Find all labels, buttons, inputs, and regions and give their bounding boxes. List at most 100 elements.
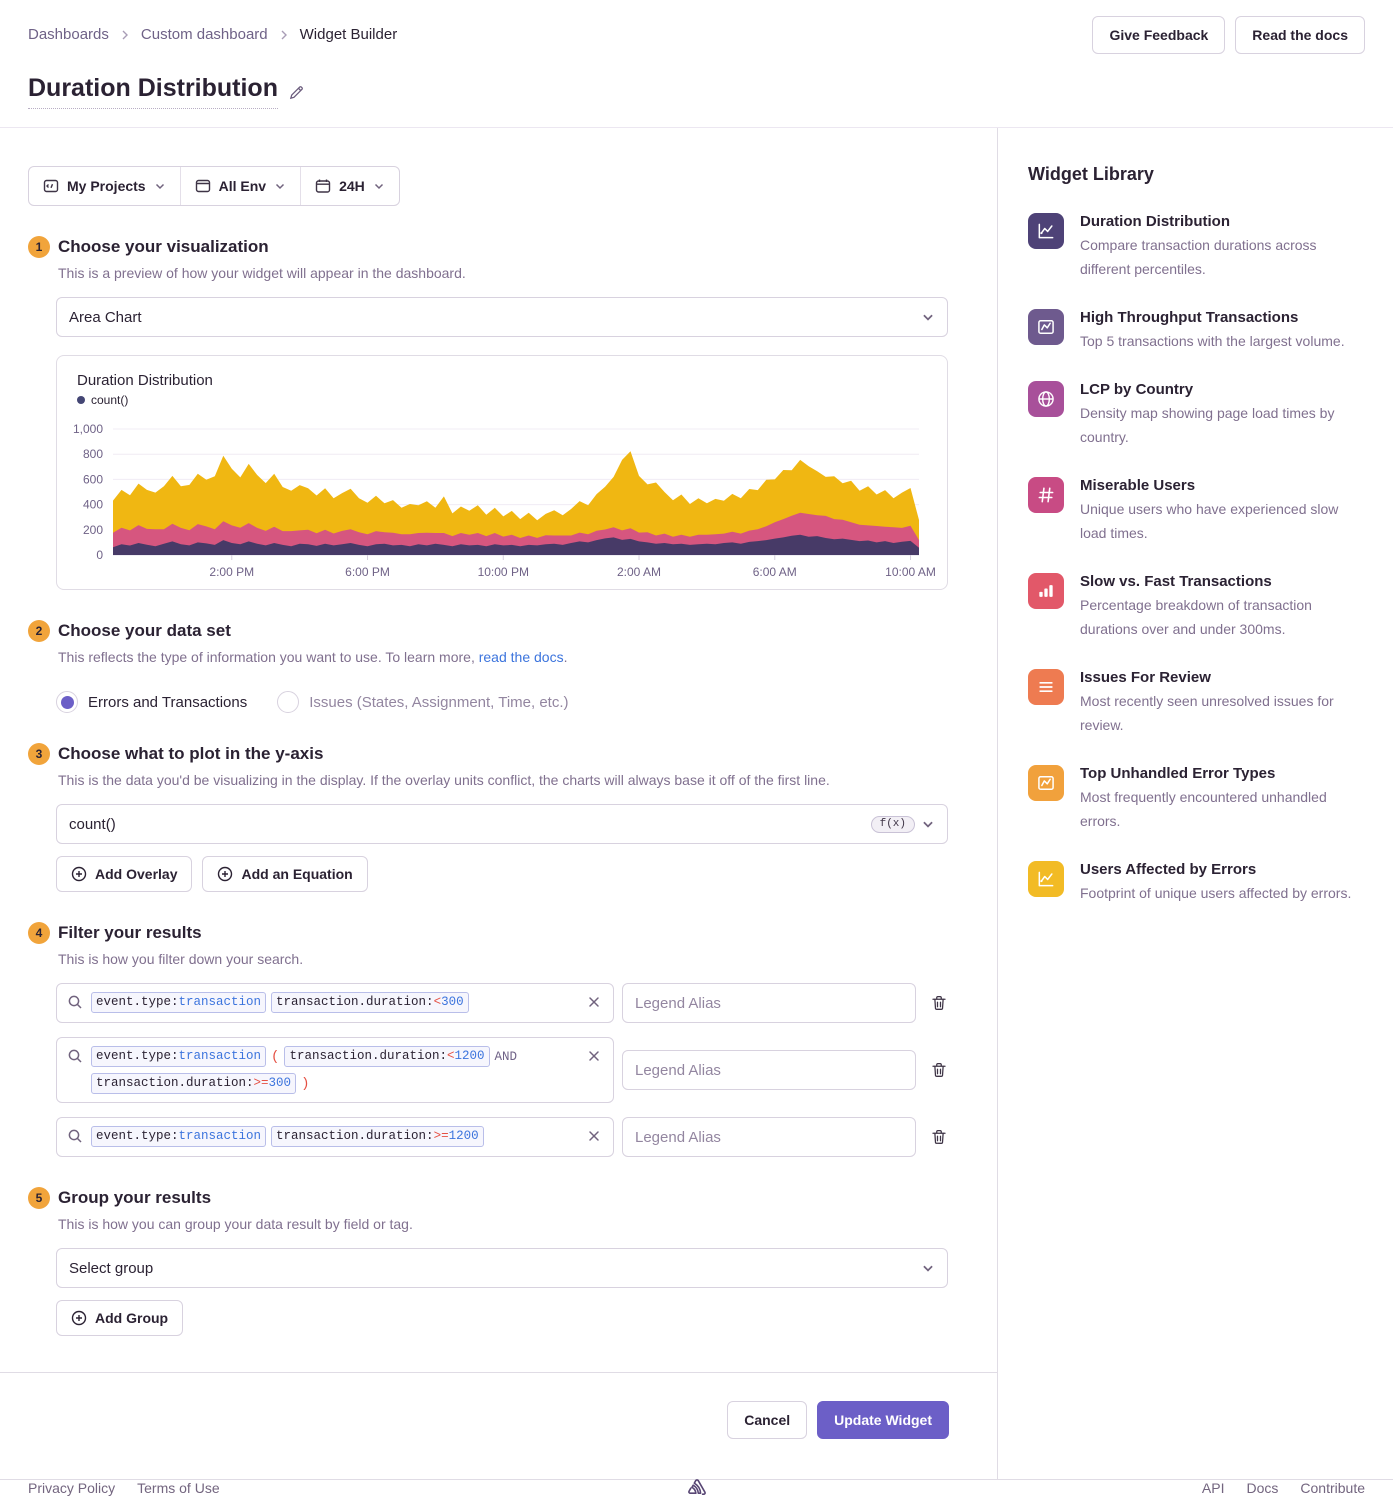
delete-filter-button[interactable] (930, 994, 948, 1012)
widget-library-item-description: Most frequently encountered unhandled er… (1080, 789, 1327, 829)
globe-icon (1028, 381, 1064, 417)
read-the-docs-link[interactable]: read the docs (478, 649, 564, 665)
filter-tokens: event.type: transaction transaction.durati… (91, 992, 577, 1013)
delete-filter-button[interactable] (930, 1128, 948, 1146)
svg-text:1,000: 1,000 (73, 422, 103, 436)
widget-library-item-description: Unique users who have experienced slow l… (1080, 501, 1339, 541)
read-the-docs-button[interactable]: Read the docs (1235, 16, 1365, 54)
chart-boxed-icon (1028, 309, 1064, 345)
widget-library-item-title: Users Affected by Errors (1080, 861, 1257, 878)
widget-library-item-title: LCP by Country (1080, 381, 1194, 398)
legend-alias-input[interactable] (622, 1050, 916, 1090)
widget-library-item[interactable]: Issues For Review Most recently seen unre… (1028, 669, 1365, 737)
step-4-badge: 4 (28, 922, 50, 944)
svg-text:400: 400 (83, 498, 103, 512)
filter-search-input[interactable]: event.type: transaction(transaction.durat… (56, 1037, 614, 1103)
widget-library-list: Duration Distribution Compare transaction… (1028, 213, 1365, 905)
group-select[interactable]: Select group (56, 1248, 948, 1288)
give-feedback-button[interactable]: Give Feedback (1092, 16, 1226, 54)
cancel-button[interactable]: Cancel (727, 1401, 808, 1439)
filter-search-input[interactable]: event.type: transaction transaction.durati… (56, 983, 614, 1023)
visualization-select[interactable]: Area Chart (56, 297, 948, 337)
dataset-radio-group: Errors and Transactions Issues (States, … (56, 691, 997, 713)
widget-preview-panel: Duration Distribution count() 0 200 400 600… (56, 355, 948, 590)
step-group: 5 Group your results This is how you can… (28, 1187, 997, 1336)
add-group-button[interactable]: Add Group (56, 1300, 184, 1336)
chevron-down-icon (373, 180, 385, 192)
legend-alias-input[interactable] (622, 1117, 916, 1157)
group-select-placeholder: Select group (69, 1259, 154, 1277)
paren-token: ) (301, 1075, 310, 1092)
breadcrumb-custom-dashboard[interactable]: Custom dashboard (140, 26, 268, 43)
breadcrumb-dashboards[interactable]: Dashboards (28, 26, 109, 43)
filter-token[interactable]: event.type: transaction (91, 1046, 267, 1067)
step-1-description: This is a preview of how your widget wil… (58, 265, 466, 281)
area-chart[interactable]: 0 200 400 600 800 1,000 2:00 PM 6:00 PM 10:00 PM… (57, 421, 947, 581)
chevron-down-icon (154, 180, 166, 192)
projects-filter[interactable]: My Projects (29, 167, 180, 205)
contribute-link[interactable]: Contribute (1300, 1480, 1365, 1496)
function-pill: f(x) (870, 815, 915, 833)
svg-text:2:00 PM: 2:00 PM (209, 565, 254, 579)
widget-library-item[interactable]: High Throughput Transactions Top 5 transa… (1028, 309, 1365, 353)
widget-library: Widget Library Duration Distribution Comp… (997, 128, 1393, 1479)
chevron-right-icon (119, 29, 131, 41)
widget-library-item[interactable]: Miserable Users Unique users who have exp… (1028, 477, 1365, 545)
docs-link[interactable]: Docs (1246, 1480, 1279, 1496)
step-3-description: This is the data you'd be visualizing in… (58, 772, 830, 788)
api-link[interactable]: API (1201, 1480, 1225, 1496)
widget-library-item[interactable]: Slow vs. Fast Transactions Percentage bre… (1028, 573, 1365, 641)
widget-library-item[interactable]: LCP by Country Density map showing page l… (1028, 381, 1365, 449)
svg-text:10:00 AM: 10:00 AM (885, 565, 936, 579)
widget-library-item[interactable]: Top Unhandled Error Types Most frequently… (1028, 765, 1365, 833)
widget-library-title: Widget Library (1028, 164, 1154, 184)
filter-token[interactable]: transaction.duration: >= 300 (91, 1073, 297, 1094)
add-equation-button[interactable]: Add an Equation (202, 856, 368, 892)
yaxis-field-select[interactable]: count() f(x) (56, 804, 948, 844)
clear-filter-icon[interactable] (585, 1127, 603, 1145)
page-filter-bar: My Projects All Env (28, 166, 400, 206)
chevron-down-icon (921, 310, 935, 324)
privacy-policy-link[interactable]: Privacy Policy (28, 1480, 116, 1496)
filter-search-input[interactable]: event.type: transaction transaction.durati… (56, 1117, 614, 1157)
environment-filter[interactable]: All Env (179, 167, 300, 205)
add-overlay-button[interactable]: Add Overlay (56, 856, 193, 892)
chevron-down-icon (921, 817, 935, 831)
step-1-title: Choose your visualization (58, 237, 269, 256)
search-icon (67, 1048, 83, 1064)
clear-filter-icon[interactable] (585, 1047, 603, 1065)
svg-text:200: 200 (83, 523, 103, 537)
step-1-badge: 1 (28, 236, 50, 258)
chart-legend[interactable]: count() (57, 389, 947, 407)
radio-errors-and-transactions[interactable]: Errors and Transactions (56, 691, 247, 713)
filter-row: event.type: transaction transaction.durati… (56, 1117, 948, 1157)
widget-library-item-description: Compare transaction durations across dif… (1080, 237, 1317, 277)
filter-tokens: event.type: transaction(transaction.durat… (91, 1046, 577, 1094)
radio-issues[interactable]: Issues (States, Assignment, Time, etc.) (277, 691, 569, 713)
environment-filter-label: All Env (218, 178, 267, 194)
yaxis-field-value: count() (69, 815, 116, 833)
widget-library-item[interactable]: Duration Distribution Compare transaction… (1028, 213, 1365, 281)
sentry-logo-icon[interactable] (685, 1476, 709, 1500)
step-5-description: This is how you can group your data resu… (58, 1216, 413, 1232)
time-range-filter[interactable]: 24H (300, 167, 399, 205)
terms-of-use-link[interactable]: Terms of Use (137, 1480, 220, 1496)
filter-token[interactable]: transaction.duration: <1200 (284, 1046, 490, 1067)
projects-icon (43, 178, 59, 194)
delete-filter-button[interactable] (930, 1061, 948, 1079)
widget-library-item[interactable]: Users Affected by Errors Footprint of uni… (1028, 861, 1365, 905)
filter-token[interactable]: event.type: transaction (91, 1126, 267, 1147)
legend-alias-input[interactable] (622, 983, 916, 1023)
chart-title: Duration Distribution (77, 372, 213, 389)
filter-token[interactable]: transaction.duration: <300 (271, 992, 469, 1013)
plus-circle-icon (71, 866, 87, 882)
radio-unselected-icon (277, 691, 300, 713)
update-widget-button[interactable]: Update Widget (817, 1401, 949, 1439)
filter-token[interactable]: event.type: transaction (91, 992, 267, 1013)
chart-line-icon (1028, 861, 1064, 897)
filter-token[interactable]: transaction.duration: >= 1200 (271, 1126, 484, 1147)
window-icon (195, 178, 211, 194)
edit-title-icon[interactable] (288, 84, 305, 101)
hash-icon (1028, 477, 1064, 513)
clear-filter-icon[interactable] (585, 993, 603, 1011)
